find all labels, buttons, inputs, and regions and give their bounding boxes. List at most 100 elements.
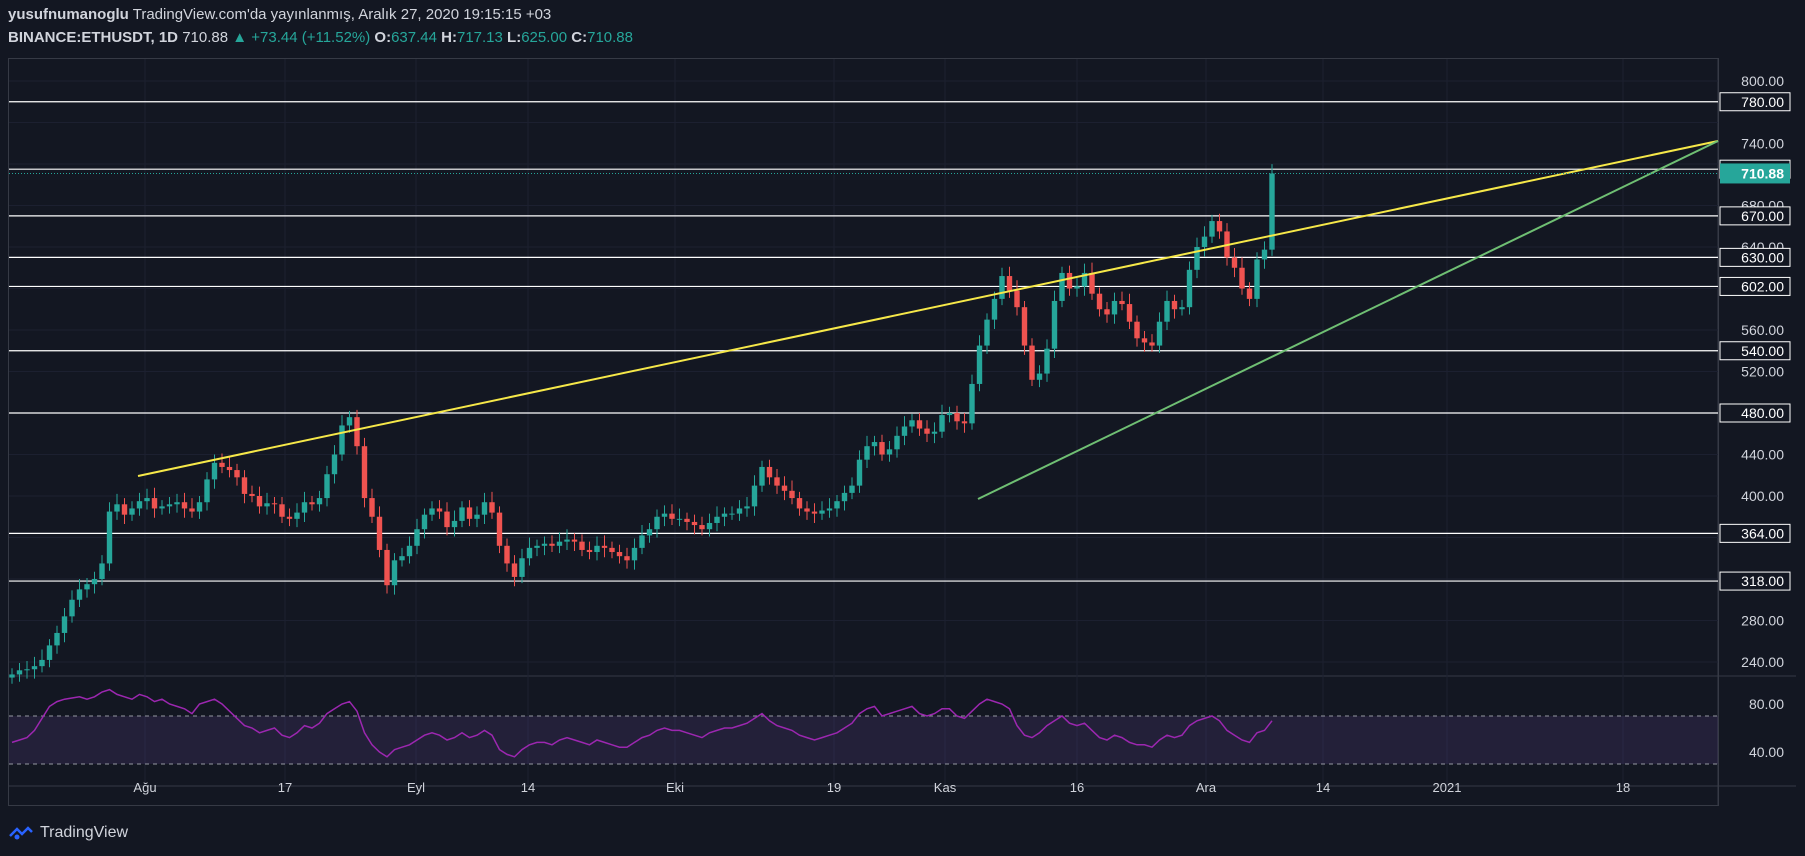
candle-body [264,503,270,507]
candle-body [256,496,263,507]
candle-body [586,549,593,553]
rsi-tick-label: 80.00 [1749,696,1784,712]
candle-body [151,498,158,509]
candle-body [826,508,833,511]
candle-body [331,454,338,475]
candle-body [61,616,68,633]
candle-body [601,545,608,548]
upper-trendline [137,140,1719,477]
candle-body [1126,304,1133,322]
y-tick-label: 280.00 [1741,613,1784,629]
candle-body [571,539,578,542]
candle-body [136,501,143,509]
candle-body [819,510,825,514]
candle-body [1149,342,1155,346]
candle-body [1096,293,1103,310]
candle-body [451,520,458,528]
symbol-info: BINANCE:ETHUSDT, 1D 710.88 ▲ +73.44 (+11… [8,29,633,46]
price-change: ▲ +73.44 (+11.52%) [232,29,371,46]
candle-body [624,556,630,561]
candle-body [594,545,600,553]
candle-body [316,498,323,505]
candle-body [789,490,795,499]
candle-body [466,507,473,519]
brand-name[interactable]: TradingView [40,824,129,841]
candle-body [526,547,533,559]
candle-body [864,446,870,460]
candle-body [211,462,218,480]
level-price-label: 480.00 [1741,405,1784,421]
candle-body [1134,321,1140,339]
candle-body [339,425,345,455]
y-tick-label: 740.00 [1741,135,1784,151]
level-price-tag [1719,403,1791,423]
candle-body [24,669,30,671]
candle-body [1051,300,1058,349]
candle-body [736,508,743,514]
candle-body [114,504,120,512]
candle-body [1164,300,1170,322]
candle-body [774,477,780,486]
footer: TradingView [8,824,128,842]
candle-body [91,579,98,585]
candle-body [886,449,893,455]
candle-body [399,556,405,561]
tradingview-logo-icon[interactable] [8,824,34,842]
y-tick-label: 440.00 [1741,447,1784,463]
candle-body [384,549,390,586]
publish-date: TradingView.com'da yayınlanmış, Aralık 2… [132,6,552,23]
candle-body [1171,300,1178,310]
level-price-tag [1719,523,1791,543]
last-price-tag [1720,163,1790,184]
candle-body [954,413,960,422]
candle-body [1179,307,1185,310]
x-tick-label: Ara [1196,780,1217,795]
candle-body [189,508,195,512]
candle-body [1246,288,1253,299]
candle-body [144,498,150,502]
author-name[interactable]: yusufnumanoglu [8,6,129,23]
candle-body [991,298,998,320]
candle-body [1066,272,1073,289]
candle-body [1006,276,1013,291]
x-tick-label: 14 [1316,780,1330,795]
candle-body [324,474,330,499]
candle-body [174,502,180,505]
candle-body [1261,249,1268,260]
rsi-band [9,716,1718,764]
candle-body [31,666,38,670]
candle-body [181,502,188,509]
candle-body [841,492,848,502]
candle-body [684,518,690,522]
candle-body [69,599,75,617]
candle-body [226,466,233,471]
candle-body [1029,345,1035,380]
last-price: 710.88 [182,29,229,46]
x-tick-label: 14 [521,780,535,795]
level-price-tag [1719,341,1791,361]
candle-body [391,560,398,586]
candle-body [646,529,653,536]
last-price-label: 710.88 [1741,165,1784,181]
candle-body [1156,321,1163,346]
candle-body [1021,307,1028,346]
candle-body [1119,300,1125,305]
rsi-line [11,688,1273,758]
candle-body [166,504,173,507]
candle-body [691,521,698,526]
candle-body [1216,221,1223,232]
candle-body [744,506,750,509]
x-tick-label: 19 [827,780,841,795]
rsi-tick-label: 40.00 [1749,744,1784,760]
candle-body [294,512,300,519]
candle-body [781,485,788,491]
candle-body [976,345,983,384]
candle-body [159,506,165,509]
candle-body [999,276,1005,299]
candle-body [534,545,540,548]
candle-body [1209,221,1215,237]
low-value: 625.00 [521,29,568,46]
candle-body [1111,300,1118,315]
candle-body [579,541,585,550]
